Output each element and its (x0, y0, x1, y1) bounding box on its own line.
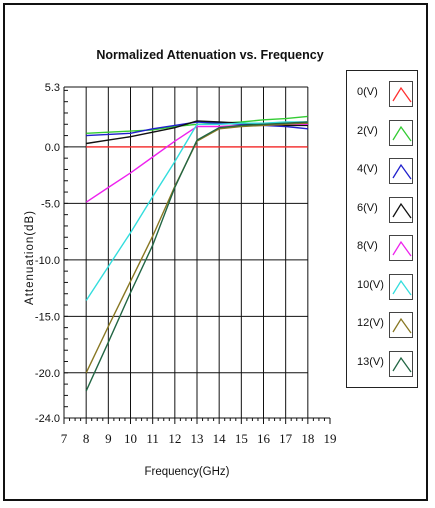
x-tick-label: 9 (105, 431, 112, 446)
legend-label: 2(V) (357, 124, 378, 137)
x-tick-label: 12 (168, 431, 181, 446)
legend-swatch-line (392, 86, 412, 103)
x-tick-label: 8 (83, 431, 90, 446)
legend-item: 12(V) (347, 308, 419, 342)
y-tick-label: 0.0 (45, 142, 60, 154)
x-tick-label: 18 (301, 431, 314, 446)
legend-label: 0(V) (357, 86, 378, 98)
legend-swatch-line (392, 163, 412, 180)
legend-swatch (389, 119, 413, 146)
x-tick-label: 15 (235, 431, 248, 446)
legend-swatch-line (392, 279, 412, 295)
legend-swatch (389, 196, 413, 223)
legend-label: 4(V) (357, 163, 378, 175)
legend-item: 13(V) (347, 347, 419, 381)
legend-swatch-line (392, 356, 412, 372)
legend-swatch-line (392, 240, 412, 257)
legend-label: 13(V) (357, 355, 384, 368)
legend-item: 4(V) (347, 154, 419, 188)
series-line (86, 121, 308, 137)
legend-label: 8(V) (357, 240, 378, 252)
x-tick-label: 14 (213, 431, 227, 446)
x-tick-label: 10 (124, 431, 137, 446)
series-line (85, 121, 308, 392)
legend-label: 12(V) (357, 317, 384, 329)
legend-item: 2(V) (347, 116, 419, 150)
legend-swatch (389, 158, 413, 184)
legend-label: 6(V) (357, 201, 378, 214)
chart-title: Normalized Attenuation vs. Frequency (96, 48, 324, 62)
chart-legend: 0(V) 2(V) 4(V) 6(V) 8(V) 10(V) 12(V) 13(V) (346, 70, 418, 388)
legend-swatch (389, 350, 413, 377)
x-axis-label: Frequency(GHz) (145, 466, 230, 478)
y-axis-label: Attenuation(dB) (24, 210, 36, 305)
legend-item: 10(V) (347, 270, 419, 304)
legend-item: 6(V) (347, 193, 419, 227)
x-tick-label: 19 (324, 431, 337, 446)
y-tick-label: -5.0 (41, 198, 60, 210)
y-tick-label: -24.0 (35, 413, 60, 425)
x-tick-label: 11 (146, 431, 159, 446)
x-tick-label: 17 (279, 431, 293, 446)
y-tick-label: -20.0 (35, 368, 60, 380)
legend-swatch-line (392, 125, 412, 141)
x-tick-label: 7 (61, 431, 68, 446)
legend-swatch (389, 235, 413, 261)
x-tick-label: 16 (257, 431, 271, 446)
legend-item: 8(V) (347, 231, 419, 265)
y-tick-label: -10.0 (35, 255, 60, 267)
legend-label: 10(V) (357, 278, 384, 291)
series-line (85, 121, 308, 301)
y-tick-label: 5.3 (45, 82, 60, 94)
x-tick-label: 13 (191, 431, 204, 446)
legend-swatch (389, 81, 413, 107)
legend-item: 0(V) (347, 77, 419, 111)
legend-swatch-line (392, 317, 412, 334)
legend-swatch-line (392, 202, 412, 218)
legend-swatch (389, 312, 413, 338)
y-tick-label: -15.0 (35, 311, 60, 323)
legend-swatch (389, 273, 413, 300)
